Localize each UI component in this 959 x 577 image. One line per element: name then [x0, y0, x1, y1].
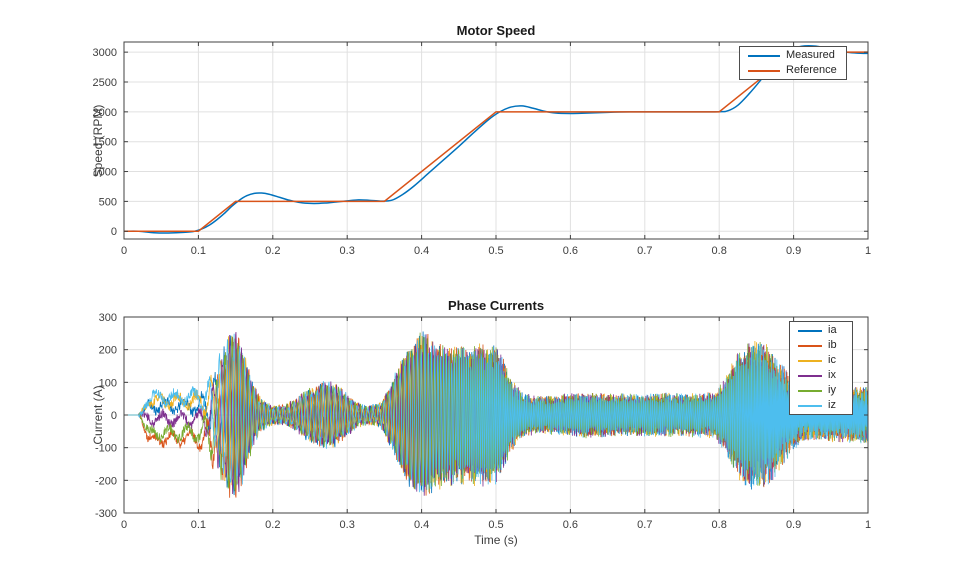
x-tick-label: 0.5	[488, 245, 503, 257]
x-tick-label: 0.6	[563, 519, 578, 531]
x-tick-label: 0.6	[563, 245, 578, 257]
legend-line-sample	[748, 69, 780, 72]
legend-label: ic	[828, 354, 836, 366]
y-tick-label: 1000	[93, 167, 117, 179]
y-tick-label: -100	[95, 443, 117, 455]
legend-row: ic	[790, 353, 852, 368]
y-tick-label: 1500	[93, 137, 117, 149]
x-tick-label: 0	[121, 519, 127, 531]
speed-chart-title: Motor Speed	[456, 23, 536, 38]
axes-frame	[123, 41, 869, 240]
legend-label: iz	[828, 399, 836, 411]
x-tick-label: 0.8	[712, 245, 727, 257]
legend-row: iy	[790, 383, 852, 398]
speed-legend: Measured Reference	[739, 46, 847, 80]
legend-row: Reference	[740, 63, 846, 78]
y-tick-label: 0	[111, 410, 117, 422]
x-tick-label: 1	[865, 245, 871, 257]
currents-chart-title: Phase Currents	[447, 298, 545, 313]
y-tick-label: -200	[95, 475, 117, 487]
legend-line-sample	[798, 374, 822, 377]
y-tick-label: -300	[95, 508, 117, 520]
x-tick-label: 0.5	[488, 519, 503, 531]
x-tick-label: 0.7	[637, 519, 652, 531]
legend-row: ia	[790, 323, 852, 338]
legend-label: iy	[828, 384, 836, 396]
legend-row: ix	[790, 368, 852, 383]
legend-line-sample	[748, 54, 780, 57]
legend-line-sample	[798, 404, 822, 407]
legend-row: Measured	[740, 48, 846, 63]
legend-label: ia	[828, 324, 837, 336]
x-tick-label: 1	[865, 519, 871, 531]
legend-row: iz	[790, 398, 852, 413]
x-tick-label: 0.8	[712, 519, 727, 531]
legend-label: Measured	[786, 49, 835, 61]
y-tick-label: 100	[99, 377, 117, 389]
axes-frame	[123, 316, 869, 514]
y-tick-label: 2500	[93, 77, 117, 89]
legend-line-sample	[798, 329, 822, 332]
currents-legend: ia ib ic ix iy iz	[789, 321, 853, 415]
x-tick-label: 0.2	[265, 519, 280, 531]
legend-line-sample	[798, 359, 822, 362]
legend-label: ib	[828, 339, 837, 351]
x-tick-label: 0.4	[414, 519, 429, 531]
y-tick-label: 2000	[93, 107, 117, 119]
x-tick-label: 0.4	[414, 245, 429, 257]
legend-label: ix	[828, 369, 836, 381]
y-tick-label: 300	[99, 312, 117, 324]
currents-y-axis-label: Current (A)	[91, 385, 105, 445]
currents-x-axis-label: Time (s)	[474, 533, 518, 547]
series-line-iz	[124, 333, 869, 493]
x-tick-label: 0.7	[637, 245, 652, 257]
speed-y-axis-label: Speed (RPM)	[91, 104, 105, 178]
x-tick-label: 0.9	[786, 519, 801, 531]
y-tick-label: 200	[99, 345, 117, 357]
x-tick-label: 0.3	[340, 245, 355, 257]
current-series	[124, 331, 869, 498]
legend-line-sample	[798, 389, 822, 392]
x-tick-label: 0.1	[191, 245, 206, 257]
series-line-measured	[123, 44, 869, 234]
x-tick-label: 0.3	[340, 519, 355, 531]
x-tick-label: 0.9	[786, 245, 801, 257]
legend-label: Reference	[786, 64, 837, 76]
y-tick-label: 3000	[93, 47, 117, 59]
legend-line-sample	[798, 344, 822, 347]
tick-labels: 0 0.1 0.2 0.3 0.4 0.5 0.6 0.7 0.8 0.9 1 0 500 1000 150…	[93, 47, 872, 257]
legend-row: ib	[790, 338, 852, 353]
y-tick-label: 0	[111, 226, 117, 238]
x-tick-label: 0.1	[191, 519, 206, 531]
x-tick-label: 0	[121, 245, 127, 257]
x-tick-label: 0.2	[265, 245, 280, 257]
tick-labels: 0 0.1 0.2 0.3 0.4 0.5 0.6 0.7 0.8 0.9 1 -300 -200 -10…	[95, 312, 871, 531]
y-tick-label: 500	[99, 196, 117, 208]
